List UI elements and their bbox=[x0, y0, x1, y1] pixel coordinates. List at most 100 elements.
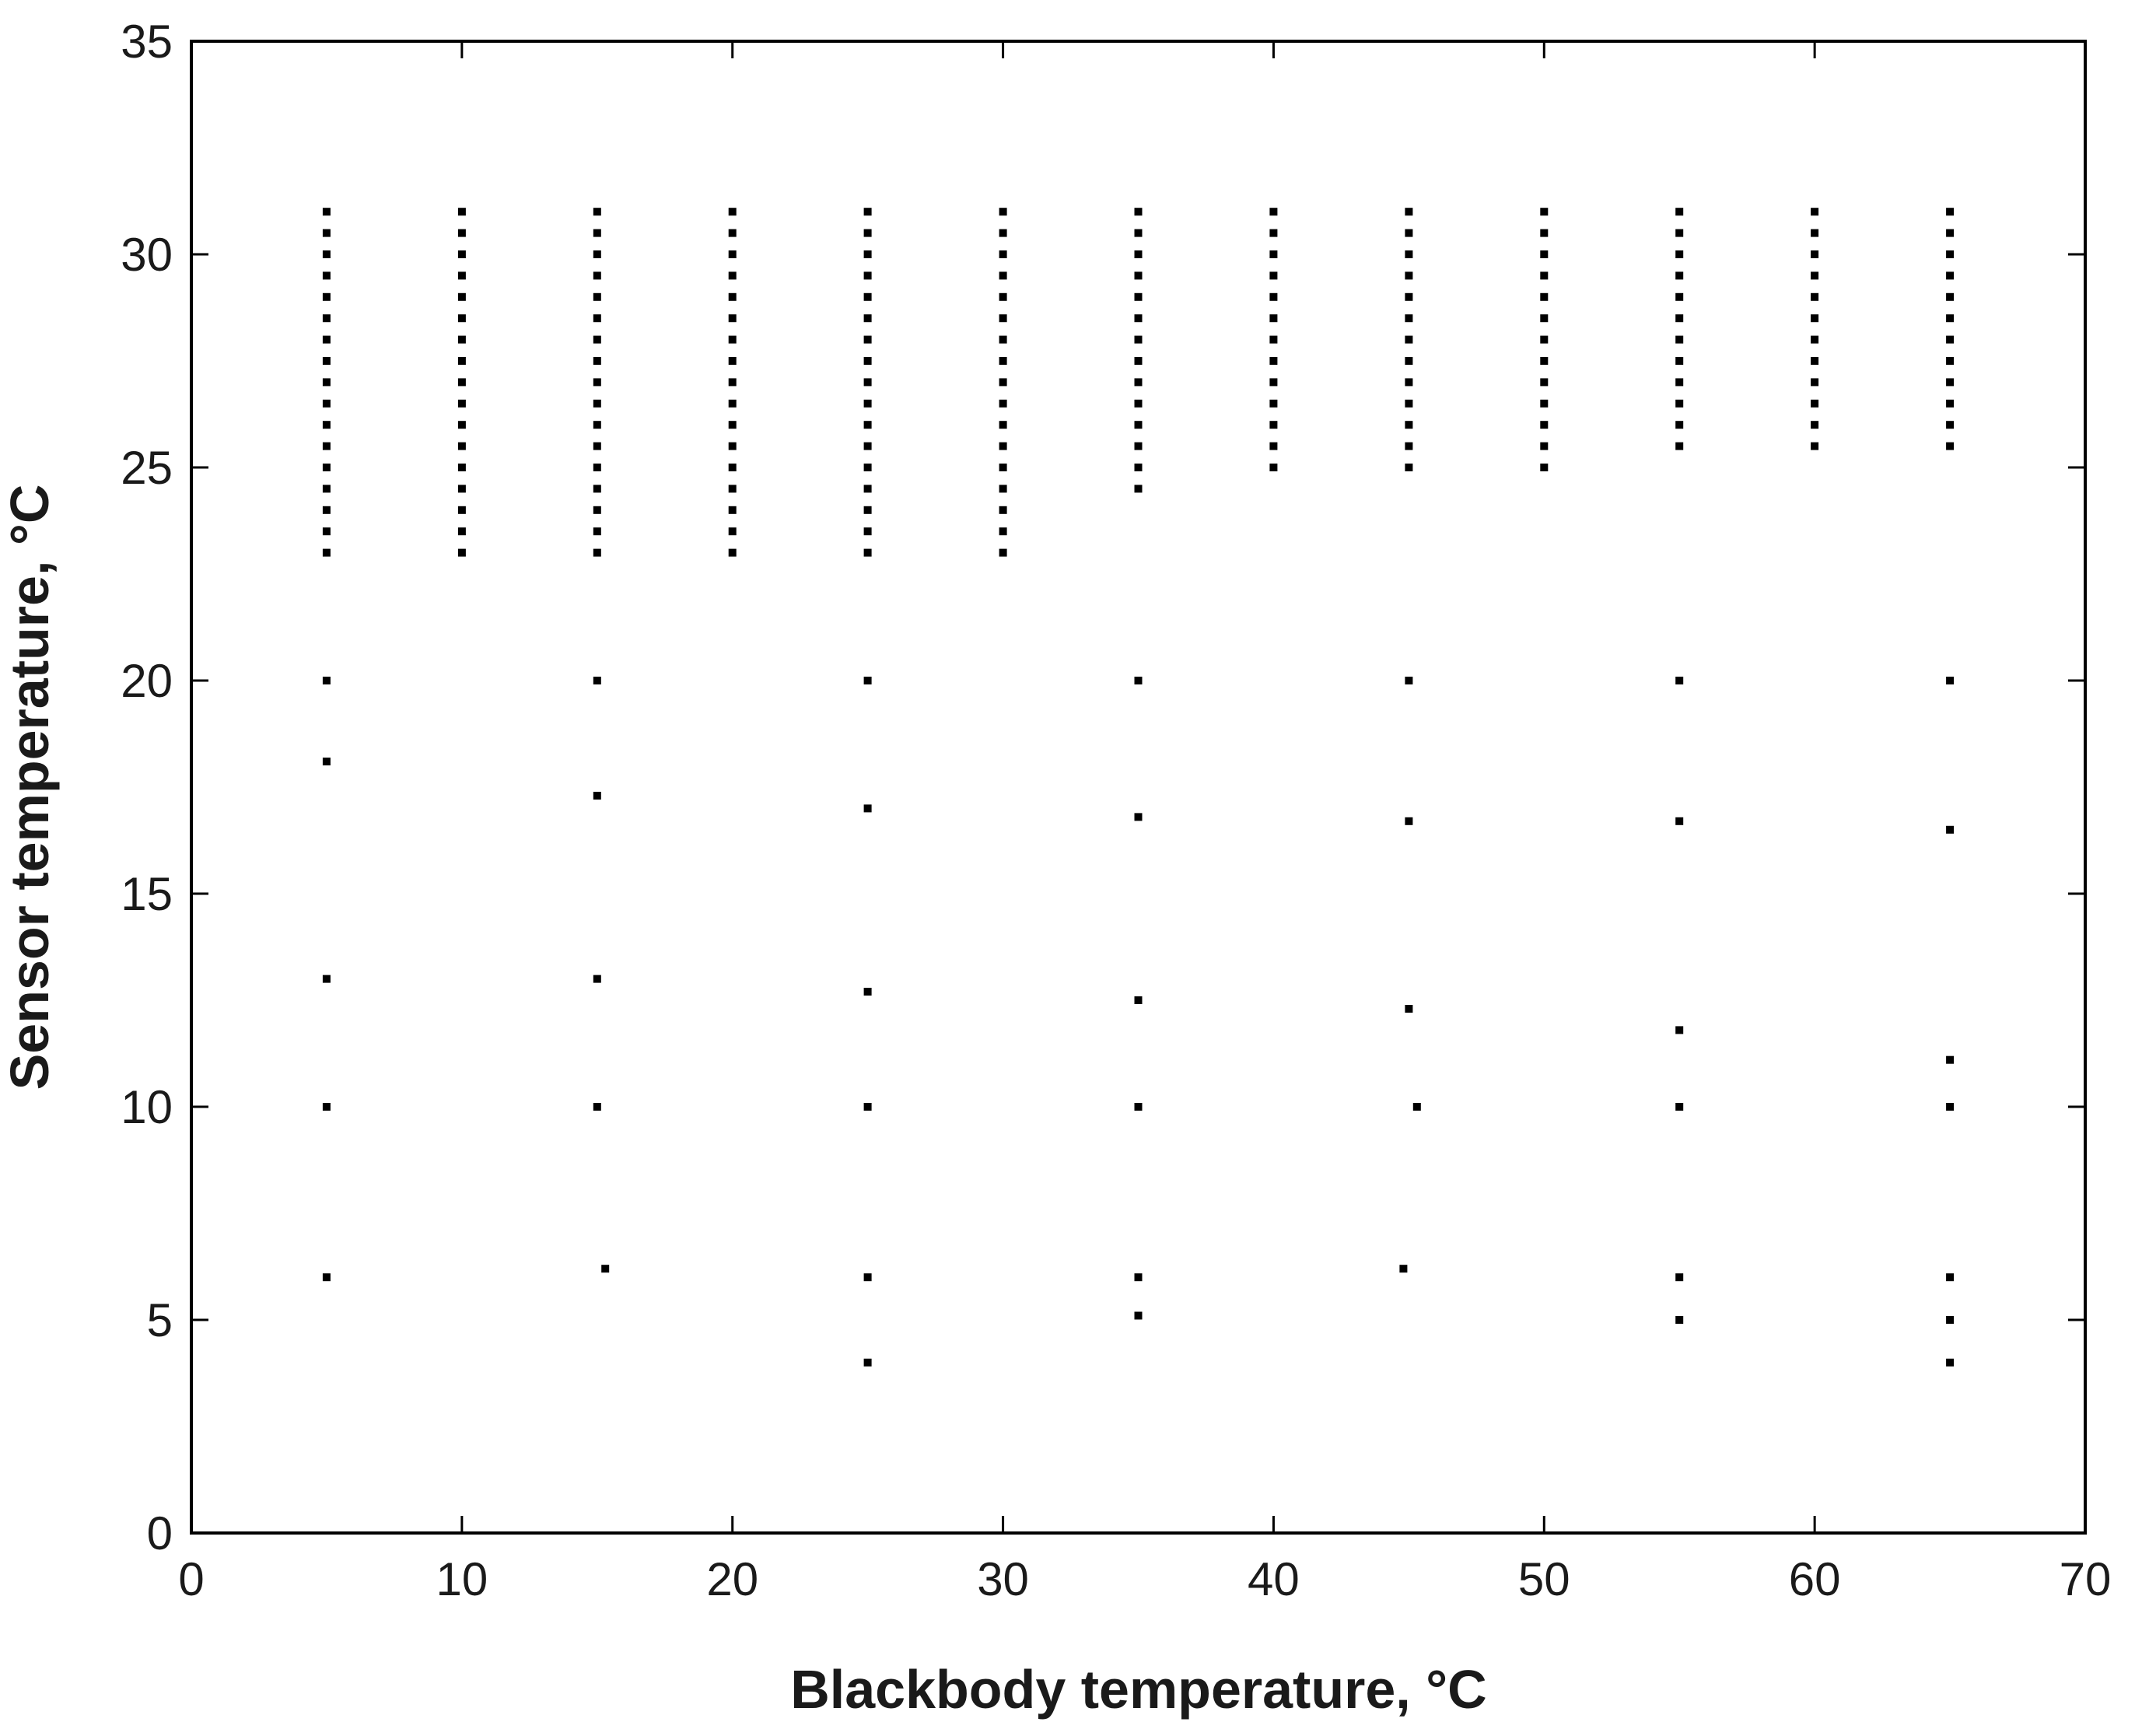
data-point bbox=[1811, 208, 1819, 216]
data-point bbox=[1540, 271, 1549, 280]
data-point bbox=[1811, 421, 1819, 429]
data-point bbox=[1675, 292, 1684, 301]
data-point bbox=[1134, 464, 1143, 471]
data-point bbox=[1946, 357, 1955, 365]
data-point bbox=[1540, 399, 1549, 408]
data-point bbox=[593, 208, 601, 216]
data-point bbox=[1540, 378, 1549, 387]
data-point bbox=[1811, 378, 1819, 387]
data-point bbox=[863, 548, 872, 557]
data-point bbox=[1269, 335, 1278, 344]
data-point bbox=[1946, 1358, 1955, 1367]
data-point bbox=[457, 399, 466, 408]
x-tick-label: 40 bbox=[1248, 1553, 1300, 1605]
data-point bbox=[728, 292, 737, 301]
data-point bbox=[322, 335, 331, 344]
y-tick-label: 15 bbox=[121, 868, 173, 920]
data-point bbox=[728, 208, 737, 216]
data-point bbox=[1134, 335, 1143, 344]
data-point bbox=[728, 314, 737, 323]
x-tick-label: 70 bbox=[2060, 1553, 2112, 1605]
data-point bbox=[1946, 250, 1955, 258]
data-point bbox=[999, 314, 1007, 323]
x-tick-label: 10 bbox=[436, 1553, 488, 1605]
data-point bbox=[1269, 378, 1278, 387]
data-point bbox=[999, 250, 1007, 258]
data-point bbox=[728, 229, 737, 237]
data-point bbox=[457, 314, 466, 323]
data-point bbox=[1405, 677, 1413, 684]
data-point bbox=[1405, 271, 1413, 280]
data-point bbox=[1269, 292, 1278, 301]
data-point bbox=[1405, 817, 1413, 825]
data-point bbox=[322, 229, 331, 237]
data-point bbox=[1946, 208, 1955, 216]
data-point bbox=[457, 506, 466, 514]
data-point bbox=[863, 399, 872, 408]
data-point bbox=[1134, 250, 1143, 258]
data-point bbox=[1134, 314, 1143, 323]
data-point bbox=[863, 485, 872, 493]
data-point bbox=[1405, 229, 1413, 237]
data-point bbox=[863, 292, 872, 301]
y-tick-label: 35 bbox=[121, 16, 173, 68]
data-point bbox=[999, 421, 1007, 429]
data-point bbox=[1946, 825, 1955, 834]
data-point bbox=[322, 314, 331, 323]
data-point bbox=[322, 421, 331, 429]
data-point bbox=[1675, 1026, 1684, 1034]
data-point bbox=[1675, 817, 1684, 825]
data-point bbox=[1269, 271, 1278, 280]
data-point bbox=[593, 229, 601, 237]
data-point bbox=[1134, 1103, 1143, 1111]
data-point bbox=[728, 442, 737, 450]
data-point bbox=[322, 548, 331, 557]
data-point bbox=[1134, 399, 1143, 408]
data-point bbox=[999, 527, 1007, 536]
data-point bbox=[1946, 1055, 1955, 1064]
x-tick-label: 20 bbox=[706, 1553, 758, 1605]
data-point bbox=[1675, 229, 1684, 237]
data-point bbox=[1134, 292, 1143, 301]
data-point bbox=[322, 250, 331, 258]
data-point bbox=[322, 271, 331, 280]
x-axis-title: Blackbody temperature, °C bbox=[790, 1659, 1486, 1720]
data-point bbox=[1540, 357, 1549, 365]
data-point bbox=[1811, 335, 1819, 344]
data-point bbox=[457, 335, 466, 344]
data-point bbox=[728, 378, 737, 387]
data-point bbox=[728, 357, 737, 365]
data-point bbox=[1675, 1103, 1684, 1111]
data-point bbox=[1540, 335, 1549, 344]
data-point bbox=[322, 357, 331, 365]
data-point bbox=[999, 506, 1007, 514]
data-point bbox=[1946, 421, 1955, 429]
data-point bbox=[1675, 314, 1684, 323]
data-point bbox=[999, 399, 1007, 408]
data-point bbox=[322, 208, 331, 216]
data-point bbox=[593, 548, 601, 557]
data-point bbox=[728, 421, 737, 429]
data-point bbox=[457, 250, 466, 258]
data-point bbox=[863, 988, 872, 996]
data-point bbox=[863, 1273, 872, 1282]
data-point bbox=[999, 292, 1007, 301]
data-point bbox=[1405, 1005, 1413, 1013]
data-point bbox=[1405, 464, 1413, 471]
data-point bbox=[593, 250, 601, 258]
data-point bbox=[728, 335, 737, 344]
data-point bbox=[1811, 250, 1819, 258]
data-point bbox=[601, 1265, 610, 1273]
data-point bbox=[863, 506, 872, 514]
data-point bbox=[1269, 357, 1278, 365]
data-point bbox=[1269, 464, 1278, 471]
data-point bbox=[1946, 1273, 1955, 1282]
data-point bbox=[863, 1358, 872, 1367]
data-point bbox=[863, 271, 872, 280]
data-point bbox=[1540, 208, 1549, 216]
data-point bbox=[593, 357, 601, 365]
data-point bbox=[1675, 335, 1684, 344]
data-point bbox=[1134, 229, 1143, 237]
data-point bbox=[593, 527, 601, 536]
